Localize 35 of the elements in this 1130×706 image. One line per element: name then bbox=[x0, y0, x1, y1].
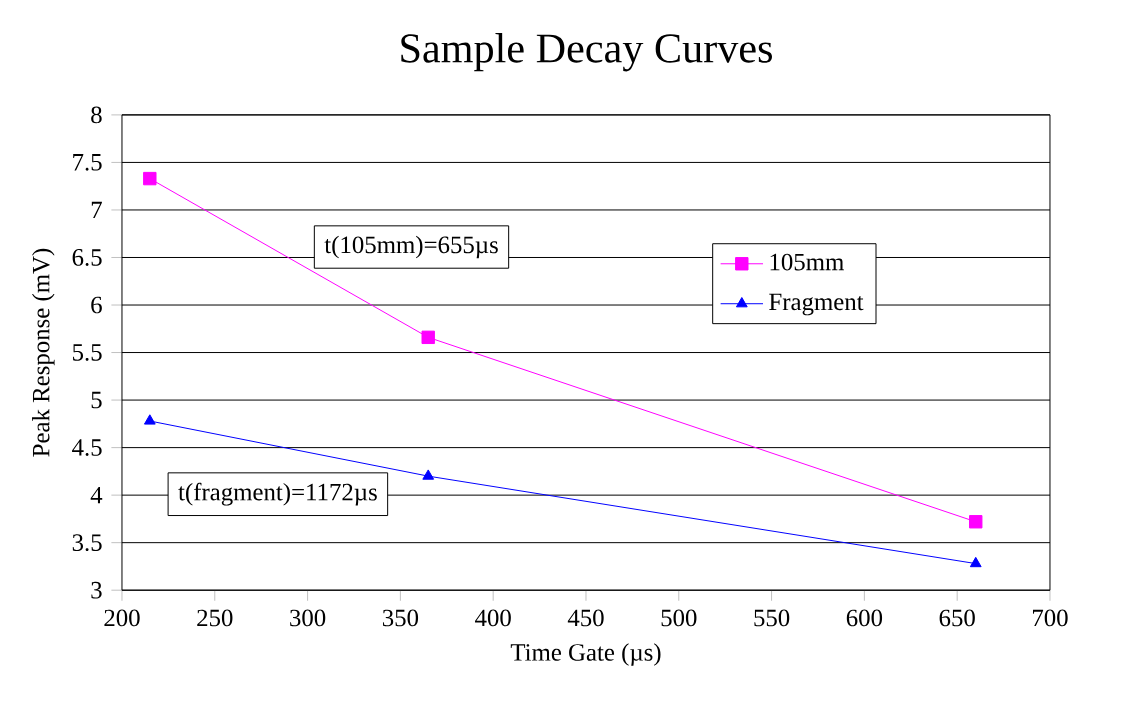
annotation: t(fragment)=1172µs bbox=[178, 482, 377, 506]
x-tick-label: 450 bbox=[567, 609, 604, 627]
point bbox=[422, 469, 435, 480]
y-tick-label: 3.5 bbox=[72, 534, 102, 551]
annotation: t(105mm)=655µs bbox=[324, 235, 498, 259]
x-tick-label: 200 bbox=[104, 609, 140, 627]
chart-title: Sample Decay Curves bbox=[401, 32, 772, 72]
x-tick-label: 350 bbox=[382, 609, 419, 627]
point bbox=[969, 514, 983, 529]
y-tick-label: 3 bbox=[91, 581, 102, 599]
x-tick-label: 700 bbox=[1033, 609, 1068, 627]
x-tick-label: 600 bbox=[846, 609, 883, 627]
x-tick-label: 500 bbox=[661, 609, 697, 627]
point bbox=[421, 330, 435, 344]
y-tick-label: 5 bbox=[91, 391, 102, 409]
y-axis-title: Peak Response (mV) bbox=[32, 248, 55, 457]
y-tick-label: 7.5 bbox=[73, 154, 102, 171]
legend-label: 105mm bbox=[770, 253, 844, 271]
y-tick-label: 6 bbox=[91, 296, 102, 314]
x-tick-label: 250 bbox=[197, 609, 233, 627]
y-tick-label: 4.5 bbox=[72, 439, 102, 456]
legend-label: Fragment bbox=[769, 293, 864, 316]
y-tick-label: 4 bbox=[90, 486, 103, 504]
y-tick-label: 5.5 bbox=[73, 344, 102, 361]
point bbox=[969, 556, 982, 568]
x-tick-label: 400 bbox=[475, 609, 511, 627]
y-tick-label: 7 bbox=[91, 201, 102, 218]
x-tick-label: 300 bbox=[290, 609, 326, 627]
x-tick-label: 650 bbox=[939, 609, 975, 627]
x-axis-title: Time Gate (µs) bbox=[510, 643, 661, 666]
y-tick-label: 8 bbox=[91, 106, 102, 124]
y-tick-label: 6.5 bbox=[72, 248, 102, 266]
point bbox=[143, 414, 156, 425]
point bbox=[143, 171, 157, 186]
x-tick-label: 550 bbox=[754, 609, 790, 627]
